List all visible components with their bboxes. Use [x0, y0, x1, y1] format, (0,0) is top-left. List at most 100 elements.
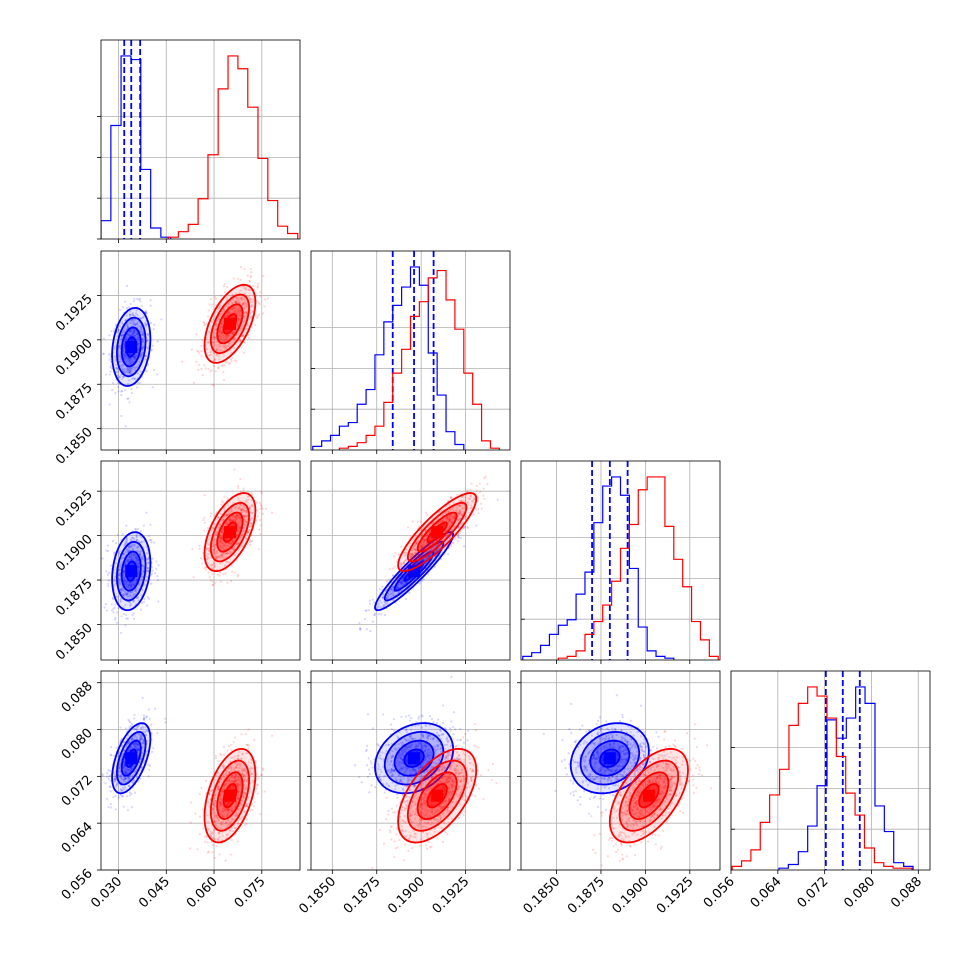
scatter-point [239, 278, 242, 281]
scatter-point [124, 769, 127, 772]
scatter-point [132, 583, 135, 586]
scatter-point [137, 780, 140, 783]
scatter-point [134, 334, 137, 337]
scatter-point [426, 542, 429, 545]
scatter-point [404, 559, 407, 562]
scatter-point [209, 370, 212, 373]
scatter-point [220, 545, 223, 548]
scatter-point [120, 789, 123, 792]
scatter-point [110, 564, 113, 567]
scatter-point [222, 518, 225, 522]
scatter-point [266, 297, 269, 300]
scatter-point [423, 547, 426, 551]
scatter-point [207, 315, 210, 318]
scatter-point [415, 552, 419, 555]
scatter-point [451, 520, 454, 524]
scatter-point [114, 777, 117, 780]
scatter-point [122, 749, 126, 752]
scatter-point [220, 552, 224, 555]
scatter-point [246, 501, 249, 504]
scatter-point [249, 305, 252, 308]
scatter-point [242, 351, 246, 354]
scatter-point [135, 561, 138, 564]
scatter-point [136, 313, 139, 317]
scatter-point [137, 566, 141, 569]
scatter-point [121, 334, 124, 337]
scatter-point [459, 513, 462, 516]
scatter-point [155, 567, 158, 570]
scatter-point [135, 743, 138, 746]
scatter-point [390, 588, 393, 591]
scatter-point [226, 552, 229, 555]
scatter-point [198, 352, 201, 355]
scatter-point [230, 542, 234, 545]
scatter-point [449, 496, 453, 499]
scatter-point [447, 515, 450, 518]
scatter-point [237, 514, 240, 518]
scatter-point [427, 555, 430, 558]
scatter-point [447, 499, 450, 502]
scatter-point [127, 583, 130, 586]
scatter-point [116, 381, 119, 385]
scatter-point [208, 330, 211, 333]
scatter-point [227, 310, 230, 313]
scatter-point [124, 542, 127, 545]
scatter-point [235, 513, 238, 516]
scatter-point [236, 307, 239, 310]
scatter-point [153, 707, 157, 710]
scatter-point [249, 312, 252, 315]
scatter-point [221, 532, 224, 535]
scatter-point [157, 600, 160, 603]
scatter-point [222, 337, 225, 340]
scatter-point [138, 551, 141, 554]
scatter-point [242, 529, 245, 533]
scatter-point [134, 335, 137, 338]
scatter-point [135, 728, 138, 731]
scatter-point [120, 338, 123, 341]
scatter-point [145, 557, 148, 560]
scatter-point [240, 509, 243, 512]
scatter-point [496, 498, 499, 501]
scatter-point [202, 518, 205, 522]
scatter-point [238, 301, 241, 305]
scatter-point [242, 533, 245, 536]
scatter-point [125, 745, 128, 748]
scatter-point [404, 551, 408, 554]
scatter-point [458, 512, 461, 515]
scatter-point [112, 796, 115, 799]
scatter-point [249, 276, 252, 279]
scatter-point [219, 562, 222, 565]
scatter-point [224, 314, 228, 318]
scatter-point [235, 300, 238, 303]
scatter-point [136, 561, 139, 565]
scatter-point [232, 302, 235, 305]
scatter-point [125, 727, 128, 730]
scatter-point [218, 574, 221, 577]
scatter-point [114, 794, 117, 798]
scatter-point [391, 567, 394, 570]
scatter-point [129, 310, 132, 313]
scatter-point [234, 301, 237, 304]
scatter-point [261, 507, 264, 510]
scatter-point [133, 368, 136, 371]
scatter-point [122, 779, 125, 782]
scatter-point [130, 738, 133, 741]
scatter-point [123, 367, 126, 371]
scatter-point [137, 748, 140, 751]
scatter-point [146, 749, 149, 752]
scatter-point [226, 314, 229, 317]
scatter-point [147, 570, 150, 573]
scatter-point [262, 312, 265, 315]
scatter-point [123, 593, 126, 597]
scatter-point [215, 533, 218, 537]
scatter-point [240, 298, 243, 301]
panel-frame [310, 250, 511, 451]
scatter-point [122, 353, 126, 356]
scatter-point [213, 543, 216, 546]
scatter-point [123, 764, 126, 767]
scatter-point [118, 766, 121, 770]
scatter-point [127, 559, 130, 562]
scatter-point [128, 379, 131, 382]
scatter-point [456, 533, 460, 537]
scatter-point [225, 286, 229, 289]
